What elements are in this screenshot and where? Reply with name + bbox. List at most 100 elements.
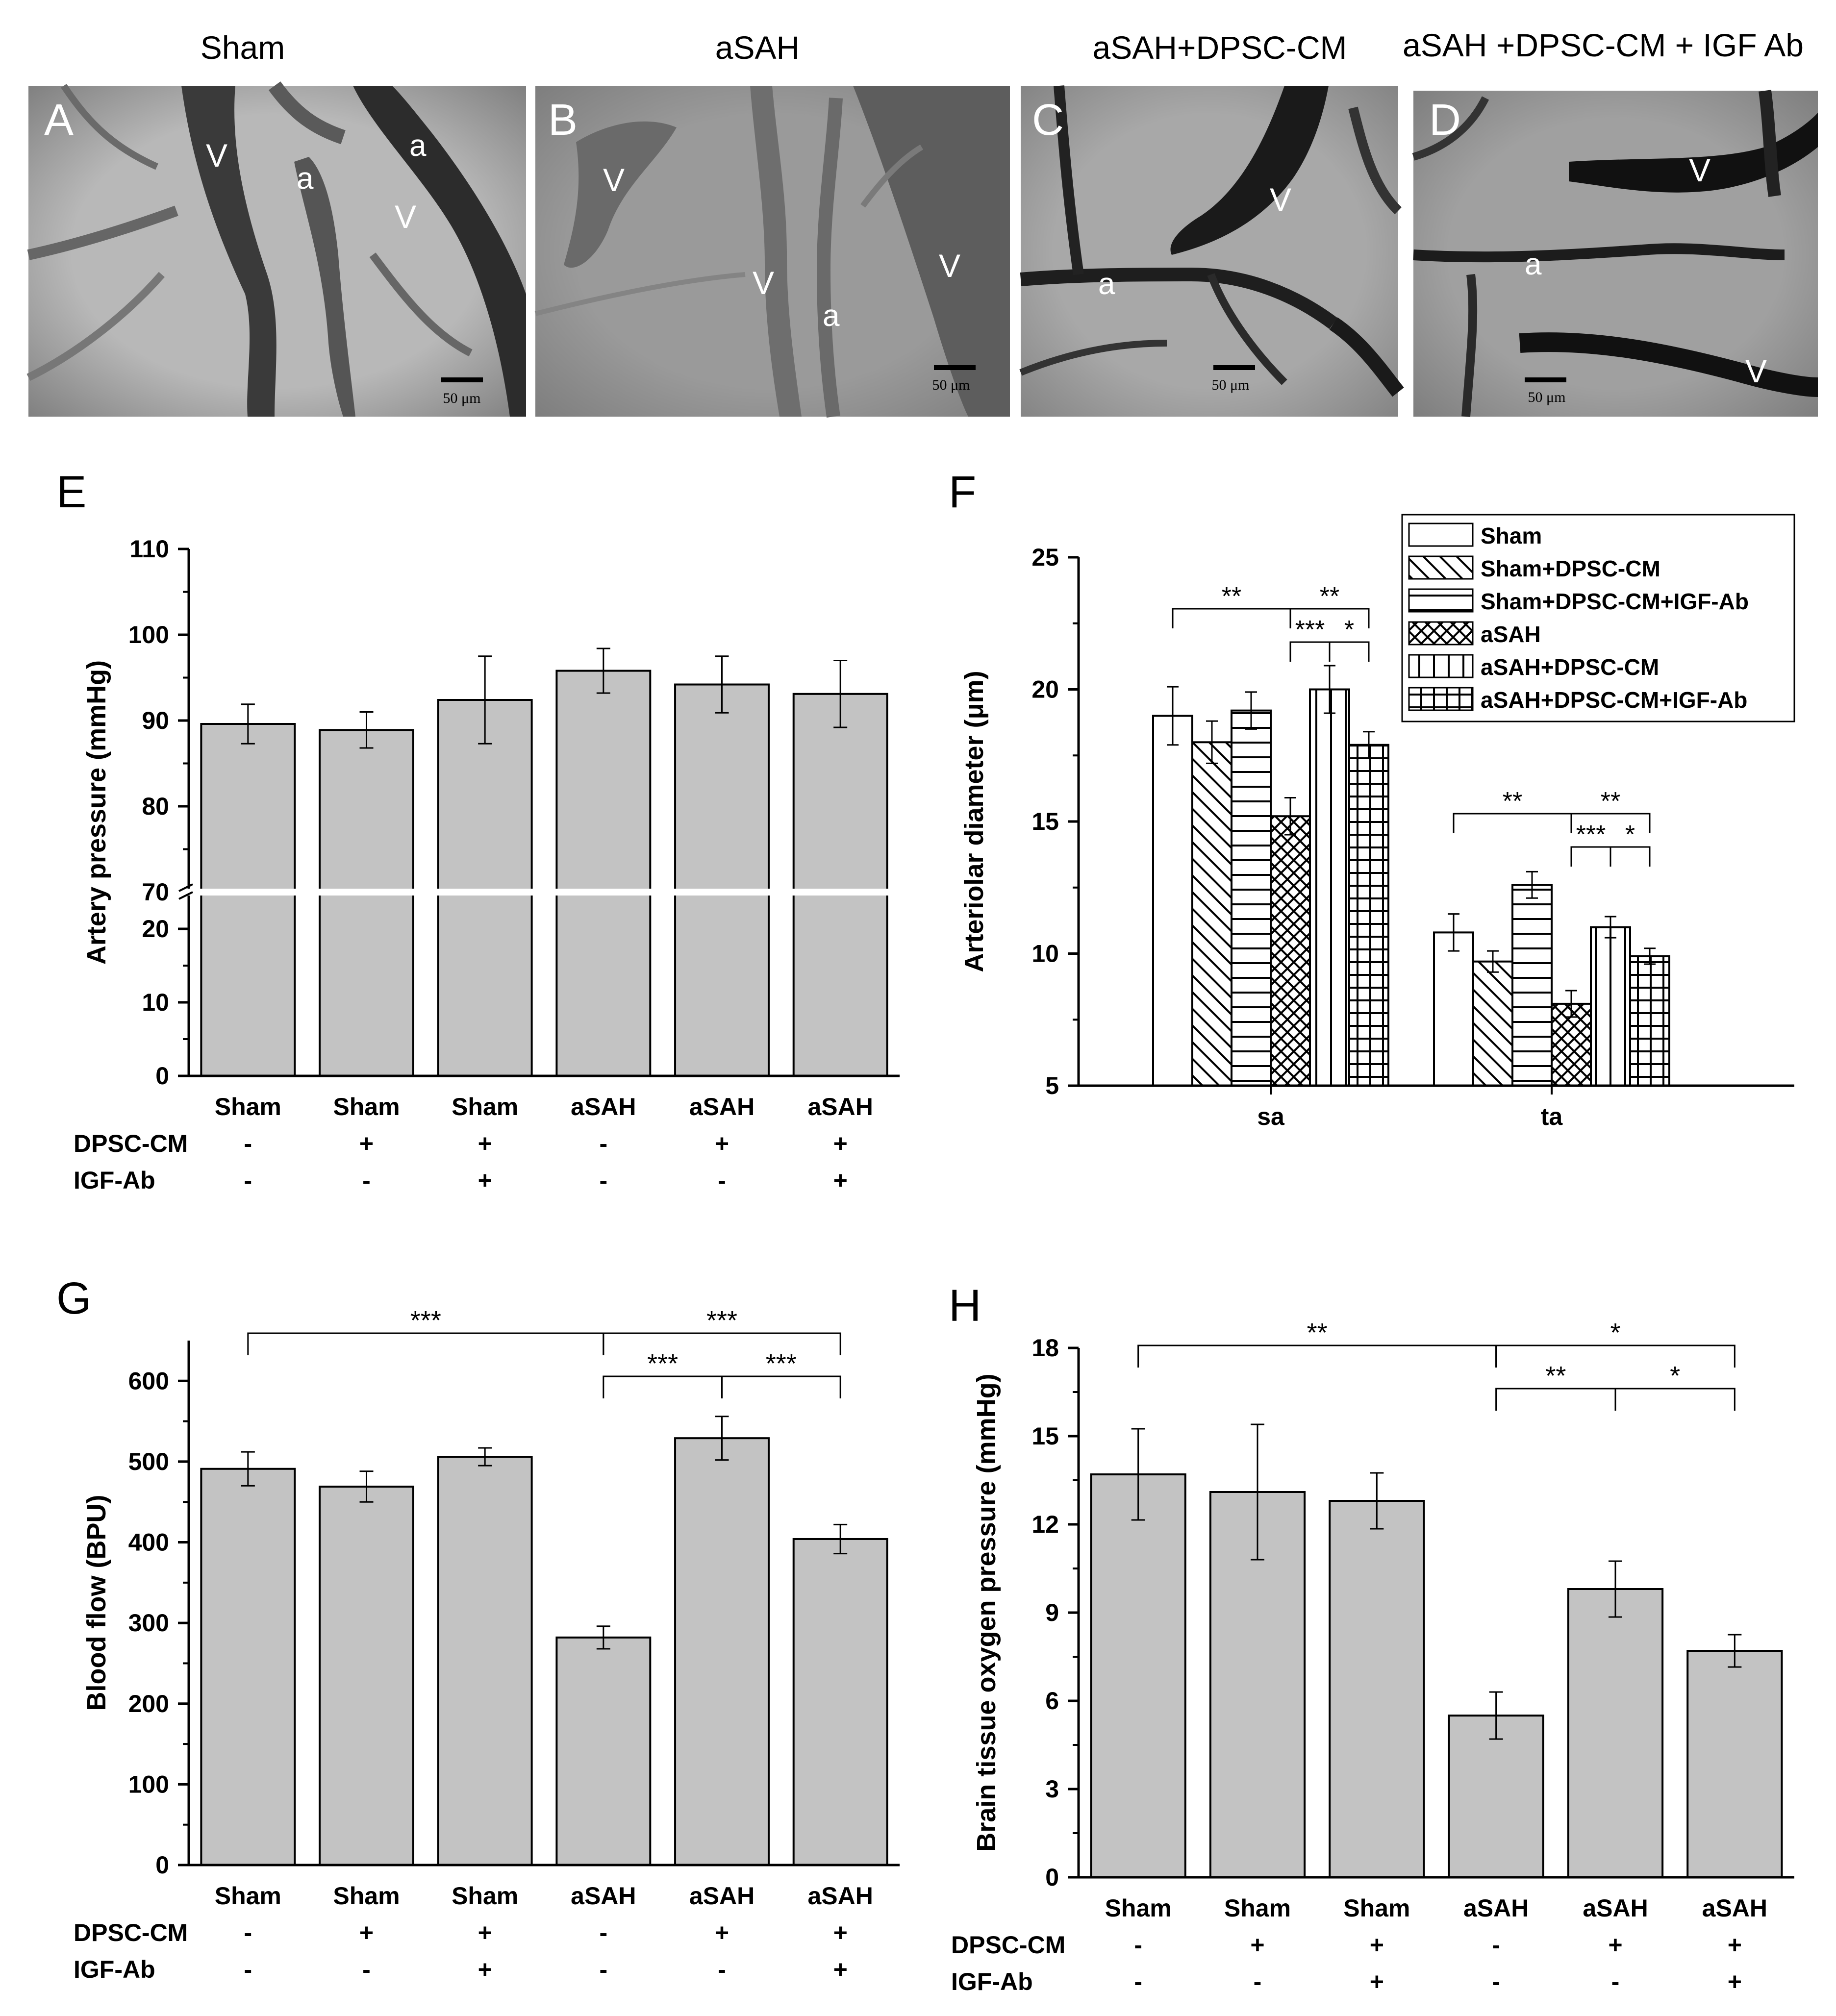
y-tick-label: 9 [1045, 1599, 1059, 1626]
panel-c-label-2: a [1098, 267, 1115, 301]
panel-a-scale-bar [441, 377, 483, 382]
significance-bracket [1289, 641, 1331, 662]
bar-sa-4 [1270, 815, 1311, 1087]
y-tick-label: 18 [1031, 1334, 1059, 1362]
legend-swatch [1408, 654, 1474, 678]
bar-2 [319, 1485, 414, 1866]
micrograph-b: B V V a V 50 μm [534, 86, 1010, 418]
x-category-label: Sham [333, 1882, 400, 1910]
treatment-sign: + [478, 1167, 492, 1194]
treatment-sign: + [478, 1956, 492, 1983]
bar-1 [200, 723, 296, 1077]
treatment-row-label: DPSC-CM [74, 1130, 188, 1157]
bar-6 [1686, 1650, 1783, 1878]
x-category-label: Sham [333, 1093, 400, 1120]
treatment-sign: + [833, 1130, 848, 1157]
treatment-sign: - [600, 1167, 608, 1194]
treatment-sign: + [359, 1919, 374, 1946]
treatment-sign: - [362, 1167, 371, 1194]
treatment-sign: + [1728, 1968, 1742, 1995]
y-tick-label: 100 [128, 621, 169, 648]
bar-3 [1329, 1500, 1425, 1878]
significance-label: *** [1576, 821, 1606, 849]
significance-bracket [1610, 846, 1651, 867]
y-tick-label: 20 [142, 915, 169, 943]
bar-2 [319, 729, 414, 1077]
chart-g-blood-flow: 0 100 200 300 400 500 600 Blood flow (BPU) Sham S… [74, 1306, 900, 1983]
y-tick-label: 300 [128, 1609, 169, 1637]
bar-1 [200, 1468, 296, 1867]
y-tick-label: 20 [1031, 676, 1059, 703]
y-tick-label: 0 [1045, 1864, 1059, 1891]
y-axis-label: Arteriolar diameter (μm) [959, 671, 989, 972]
treatment-sign: + [715, 1919, 729, 1946]
treatment-sign: - [362, 1956, 371, 1983]
panel-d-scale-label: 50 μm [1528, 389, 1566, 405]
bar-ta-3 [1511, 884, 1553, 1087]
bar-ta-1 [1433, 931, 1474, 1087]
treatment-sign: + [833, 1167, 848, 1194]
significance-label: *** [647, 1349, 678, 1378]
bar-5 [1567, 1588, 1664, 1878]
y-tick-label: 5 [1045, 1072, 1059, 1099]
legend-swatch [1408, 621, 1474, 646]
y-tick-label: 70 [142, 878, 169, 906]
treatment-sign: + [715, 1130, 729, 1157]
x-category-label: Sham [1224, 1894, 1291, 1922]
treatment-row-label: DPSC-CM [74, 1919, 188, 1946]
bar-sa-1 [1152, 715, 1193, 1087]
treatment-sign: + [1370, 1968, 1384, 1995]
treatment-sign: - [1134, 1931, 1142, 1959]
x-category-label: Sham [452, 1882, 518, 1910]
legend-swatch [1408, 588, 1474, 613]
x-category-label: aSAH [1702, 1894, 1767, 1922]
axis-break-mark [178, 891, 193, 900]
y-tick-label: 6 [1045, 1687, 1059, 1715]
panel-a-title: Sham [201, 29, 285, 66]
treatment-sign: + [833, 1919, 848, 1946]
y-tick-label: 0 [155, 1062, 169, 1090]
treatment-row-label: IGF-Ab [951, 1968, 1033, 1995]
significance-label: * [1344, 616, 1354, 644]
y-tick-label: 400 [128, 1529, 169, 1556]
legend-entry: aSAH [1481, 622, 1541, 647]
panel-b-label-1: V [603, 162, 625, 198]
x-category-label: sa [1257, 1103, 1285, 1130]
x-category-label: Sham [1343, 1894, 1410, 1922]
y-tick-label: 15 [1031, 808, 1059, 835]
y-tick-label: 80 [142, 793, 169, 820]
significance-bracket [1289, 608, 1370, 628]
panel-b-label-3: a [823, 299, 840, 333]
x-category-label: ta [1541, 1103, 1563, 1130]
significance-label: ** [1503, 787, 1522, 816]
significance-bracket [1329, 641, 1370, 662]
treatment-sign: - [600, 1919, 608, 1946]
x-category-label: aSAH [571, 1882, 636, 1910]
treatment-sign: + [1250, 1931, 1264, 1959]
y-tick-label: 500 [128, 1448, 169, 1475]
panel-d-scale-bar [1525, 377, 1566, 382]
treatment-sign: + [478, 1130, 492, 1157]
treatment-row-label: IGF-Ab [74, 1167, 155, 1194]
x-category-label: Sham [452, 1093, 518, 1120]
x-category-label: aSAH [807, 1882, 873, 1910]
y-tick-label: 15 [1031, 1422, 1059, 1450]
y-tick-label: 25 [1031, 544, 1059, 571]
bar-5 [674, 683, 770, 1077]
significance-label: *** [766, 1349, 797, 1378]
panel-c-scale-bar [1213, 365, 1255, 370]
bar-sa-2 [1191, 741, 1232, 1087]
panel-a-scale-label: 50 μm [443, 390, 481, 406]
y-tick-label: 3 [1045, 1775, 1059, 1803]
significance-label: *** [706, 1306, 737, 1335]
bar-1 [1090, 1473, 1186, 1878]
bar-5 [674, 1437, 770, 1866]
panel-c-title: aSAH+DPSC-CM [1093, 29, 1347, 66]
y-tick-label: 100 [128, 1770, 169, 1798]
treatment-sign: - [600, 1130, 608, 1157]
bar-4 [555, 670, 652, 1077]
x-category-label: aSAH [1463, 1894, 1529, 1922]
bar-4 [555, 1636, 652, 1867]
panel-c-label-1: V [1270, 181, 1291, 218]
